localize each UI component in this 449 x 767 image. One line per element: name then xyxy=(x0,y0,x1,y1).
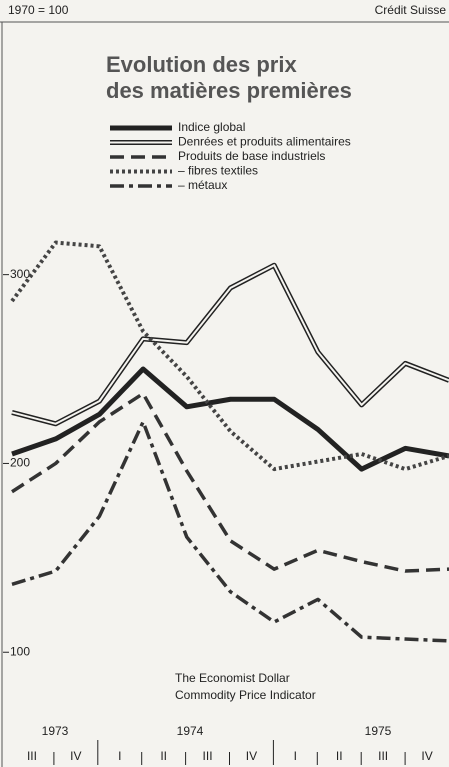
x-tick-label: III xyxy=(378,749,388,763)
year-label: 1973 xyxy=(42,724,69,738)
subtitle: The Economist Dollar xyxy=(175,671,290,685)
x-tick-label: II xyxy=(336,749,343,763)
year-label: 1974 xyxy=(177,724,204,738)
chart-title: des matières premières xyxy=(106,78,352,103)
source: Crédit Suisse xyxy=(375,3,447,17)
x-tick-label: III xyxy=(27,749,37,763)
x-tick-label: I xyxy=(118,749,121,763)
legend-label: Denrées et produits alimentaires xyxy=(178,135,351,149)
series-line xyxy=(11,420,449,643)
base-note: 1970 = 100 xyxy=(8,3,69,17)
series-line xyxy=(11,366,449,472)
legend-label: – métaux xyxy=(178,178,227,192)
chart-title: Evolution des prix xyxy=(106,52,297,77)
series-line-inner xyxy=(11,264,449,425)
x-tick-label: II xyxy=(160,749,167,763)
y-tick-label: 300 xyxy=(10,267,30,281)
legend-label: – fibres textiles xyxy=(178,164,258,178)
x-tick-label: III xyxy=(203,749,213,763)
y-tick-label: 100 xyxy=(10,644,30,658)
x-tick-label: IV xyxy=(421,749,432,763)
legend-label: Produits de base industriels xyxy=(178,149,325,163)
y-tick-label: 200 xyxy=(10,456,30,470)
legend-label: Indice global xyxy=(178,120,245,134)
year-label: 1975 xyxy=(365,724,392,738)
subtitle: Commodity Price Indicator xyxy=(175,688,316,702)
series-line xyxy=(10,240,449,472)
series-line xyxy=(11,391,449,573)
x-tick-label: IV xyxy=(246,749,257,763)
x-tick-label: IV xyxy=(70,749,81,763)
x-tick-label: I xyxy=(294,749,297,763)
